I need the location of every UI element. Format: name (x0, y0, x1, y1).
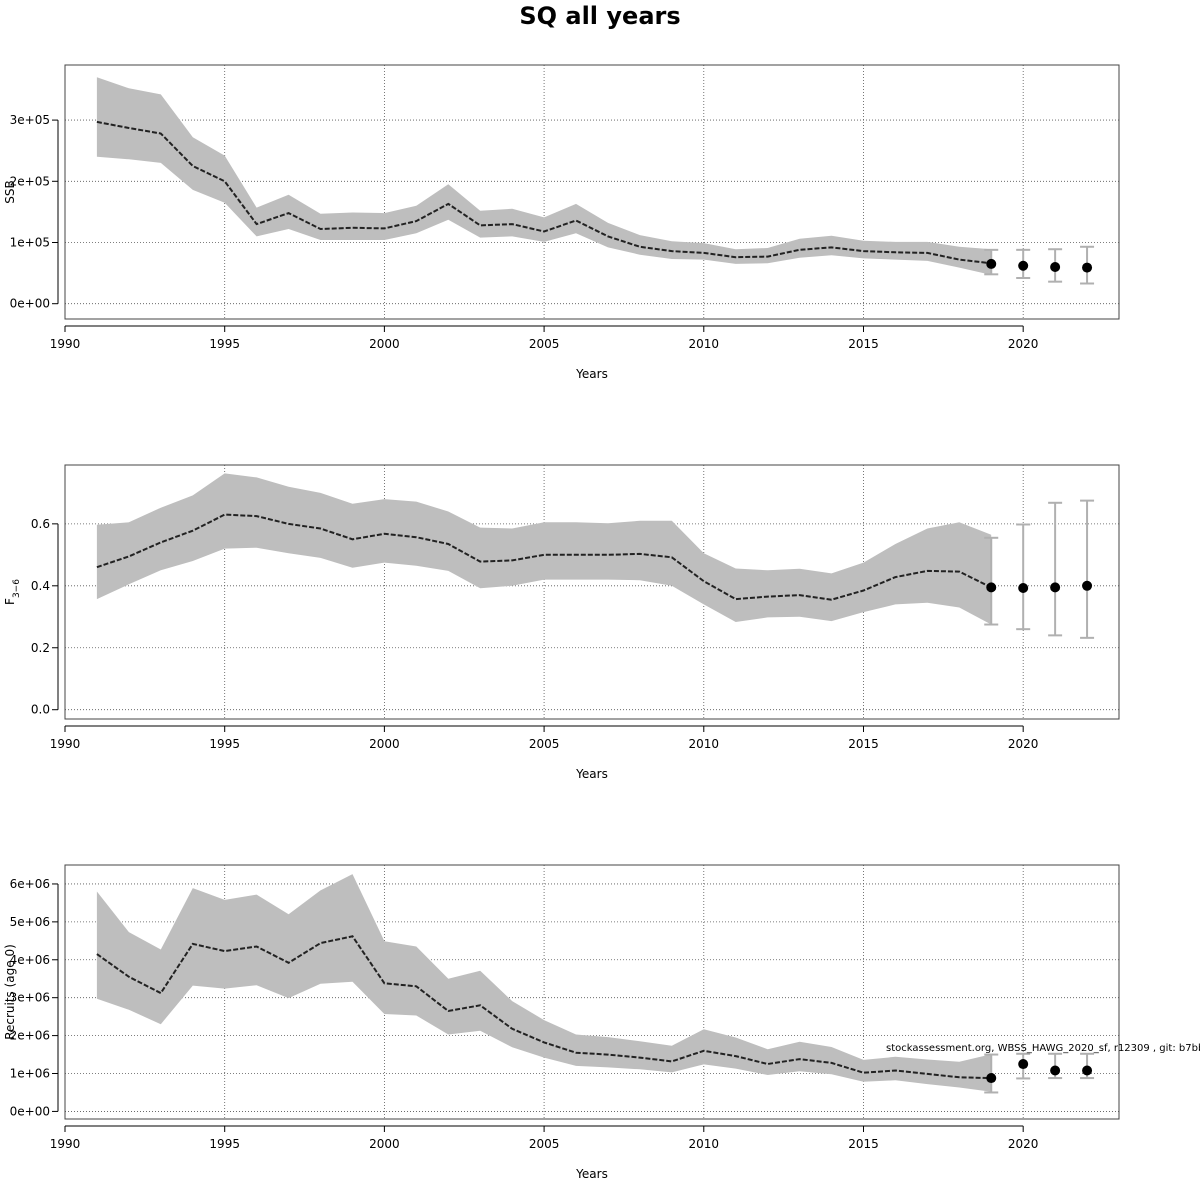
x-tick-label: 2000 (369, 737, 400, 751)
forecast-point (1050, 582, 1061, 593)
y-tick-label: 0.2 (31, 641, 50, 655)
x-tick-label: 1990 (50, 337, 81, 351)
estimate-line (96, 513, 992, 601)
x-axis-label: Years (575, 367, 608, 381)
x-tick-label: 1990 (50, 1137, 81, 1151)
y-tick-label: 6e+06 (10, 877, 50, 891)
forecast-point (1082, 1065, 1093, 1076)
x-tick-label: 2010 (689, 737, 720, 751)
x-tick-label: 2020 (1008, 337, 1039, 351)
x-tick-label: 2005 (529, 1137, 560, 1151)
estimate-line (96, 120, 992, 265)
plot-frame (64, 64, 1120, 320)
forecast-point (1082, 580, 1093, 591)
forecast-point (1082, 262, 1093, 273)
forecast-point (986, 1073, 997, 1084)
y-tick-label: 0.4 (31, 579, 50, 593)
y-tick-label: 1e+06 (10, 1067, 50, 1081)
y-axis-label: Recruits (age 0) (3, 944, 17, 1040)
forecast-errorbar (984, 536, 999, 626)
forecast-point (1018, 1059, 1029, 1070)
y-tick-label: 3e+05 (10, 113, 50, 127)
y-tick-label: 2e+06 (10, 1029, 50, 1043)
y-axis-label: SSB (3, 180, 17, 203)
y-tick-label: 0.0 (31, 703, 50, 717)
x-tick-label: 2010 (689, 1137, 720, 1151)
x-tick-label: 1995 (209, 1137, 240, 1151)
forecast-errorbar (1016, 523, 1031, 631)
y-tick-label: 4e+06 (10, 953, 50, 967)
x-tick-label: 2015 (848, 737, 879, 751)
y-tick-label: 0e+00 (10, 1104, 50, 1118)
y-tick-label: 0e+00 (10, 297, 50, 311)
y-tick-label: 1e+05 (10, 235, 50, 249)
plot-frame (64, 864, 1120, 1120)
x-axis-label: Years (575, 1167, 608, 1181)
panel-recruits: 1990 1995 2000 2005 2010 2015 2020 0e+00 1e+06 2e… (3, 864, 1120, 1181)
y-axis-label-subscript: 3−6 (12, 579, 22, 598)
y-tick-label: 0.6 (31, 517, 50, 531)
x-tick-label: 2005 (529, 337, 560, 351)
forecast-errorbar (1048, 501, 1063, 637)
forecast-point (986, 258, 997, 269)
y-tick-label: 2e+05 (10, 174, 50, 188)
chart-title: SQ all years (519, 2, 680, 30)
y-tick-label: 5e+06 (10, 915, 50, 929)
x-axis-label: Years (575, 767, 608, 781)
x-tick-label: 2010 (689, 337, 720, 351)
y-axis-label: F3−6 (3, 579, 22, 605)
x-tick-label: 2020 (1008, 1137, 1039, 1151)
forecast-point (1018, 260, 1029, 271)
chart-panels: 1990 1995 2000 2005 2010 2015 2020 0e+00 1e+05 2e… (3, 64, 1120, 1181)
footnote: stockassessment.org, WBSS_HAWG_2020_sf, … (886, 1043, 1200, 1054)
x-tick-label: 2005 (529, 737, 560, 751)
confidence-band (96, 473, 992, 625)
plot-frame (64, 464, 1120, 720)
forecast-errorbar (1080, 499, 1095, 639)
forecast-point (1050, 261, 1061, 272)
y-tick-label: 3e+06 (10, 991, 50, 1005)
forecast-point (986, 582, 997, 593)
x-tick-label: 2000 (369, 337, 400, 351)
x-tick-label: 2020 (1008, 737, 1039, 751)
forecast-point (1050, 1065, 1061, 1076)
confidence-band (96, 874, 992, 1092)
confidence-band (96, 77, 992, 275)
x-tick-label: 1995 (209, 737, 240, 751)
x-tick-label: 2015 (848, 337, 879, 351)
panel-fbar: 1990 1995 2000 2005 2010 2015 2020 0.0 0.2 0.4 0.6… (3, 464, 1120, 781)
estimate-line (96, 935, 992, 1080)
panel-ssb: 1990 1995 2000 2005 2010 2015 2020 0e+00 1e+05 2e… (3, 64, 1120, 381)
forecast-point (1018, 582, 1029, 593)
x-tick-label: 2000 (369, 1137, 400, 1151)
x-tick-label: 2015 (848, 1137, 879, 1151)
x-tick-label: 1990 (50, 737, 81, 751)
x-tick-label: 1995 (209, 337, 240, 351)
